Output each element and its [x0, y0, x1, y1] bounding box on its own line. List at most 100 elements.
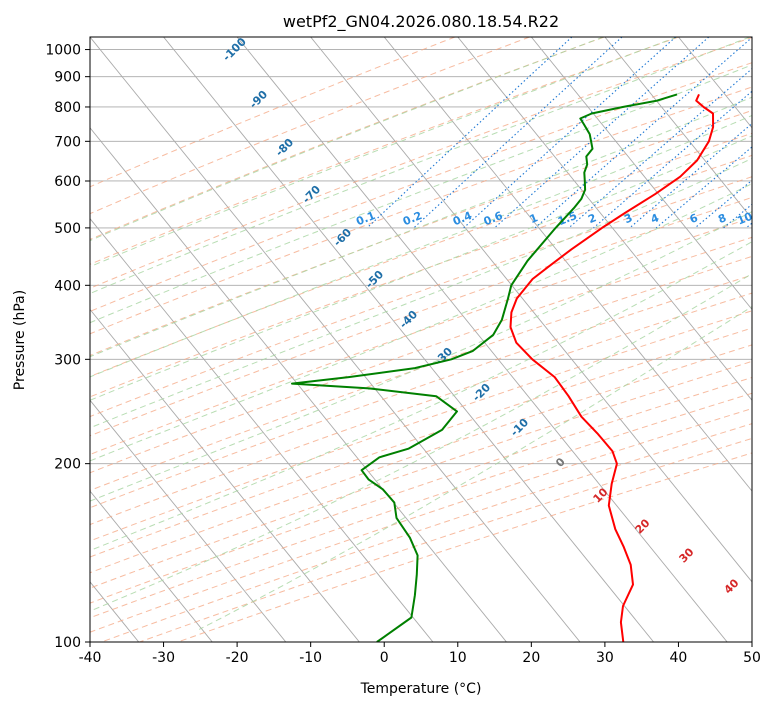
moist-adiabat-line: [90, 135, 752, 401]
y-tick-label: 900: [54, 70, 81, 86]
moist-adiabat-line: [90, 183, 752, 462]
mixing-ratio-line: [629, 122, 752, 229]
dry-adiabat-line: [90, 176, 752, 418]
moist-adiabat-line: [90, 157, 752, 429]
moist-adiabat-label: 30: [677, 545, 697, 565]
x-axis: -40 -30 -20 -10 0 10 20 30 40 50: [79, 642, 761, 666]
dry-adiabat-line: [90, 196, 752, 437]
chart-title: wetPf2_GN04.2026.080.18.54.R22: [283, 12, 559, 32]
isotherm-line: [604, 37, 752, 220]
y-tick-label: 300: [54, 352, 81, 368]
mixing-ratio-label: 3: [622, 211, 634, 226]
isotherm-line: [530, 37, 752, 311]
dry-adiabat-label: -10: [508, 416, 531, 439]
isotherm-line: [90, 490, 213, 642]
dry-adiabat-line: [90, 132, 752, 378]
isotherm-line: [90, 127, 507, 642]
x-axis-label: Temperature (°C): [360, 681, 482, 697]
moist-adiabat-line: [90, 96, 752, 358]
dewpoint-line: [291, 93, 678, 642]
dry-adiabat-line: [90, 37, 679, 265]
isotherm-line: [90, 37, 581, 642]
isotherm-line: [383, 37, 752, 492]
dry-adiabat-lines: [90, 37, 752, 642]
dry-adiabat-label: -60: [331, 226, 354, 249]
temperature-line: [509, 93, 715, 642]
isotherm-line: [90, 399, 287, 642]
moist-adiabat-line: [90, 241, 752, 552]
x-tick-label: -40: [79, 650, 102, 666]
x-tick-label: 40: [670, 650, 688, 666]
isotherm-line: [90, 308, 360, 642]
mixing-ratio-line: [694, 179, 752, 229]
mixing-ratio-label: 13: [763, 210, 775, 228]
dry-adiabat-line: [90, 408, 752, 633]
dry-adiabat-line: [90, 292, 752, 526]
dry-adiabat-line: [90, 37, 456, 188]
moist-adiabat-lines: [90, 37, 752, 630]
dry-adiabat-line: [90, 310, 752, 542]
dry-adiabat-line: [90, 62, 752, 312]
dry-adiabat-line: [101, 423, 752, 642]
dry-adiabat-line: [90, 109, 752, 357]
dry-adiabat-label: -70: [300, 183, 323, 206]
y-tick-label: 500: [54, 221, 81, 237]
isotherm-line: [163, 37, 654, 642]
y-tick-label: 400: [54, 278, 81, 294]
mixing-ratio-label: 6: [688, 211, 700, 226]
dry-adiabat-line: [90, 37, 605, 241]
mixing-ratio-label: 0.2: [401, 209, 424, 228]
isotherm-line: [236, 37, 728, 642]
y-tick-label: 200: [54, 457, 81, 473]
mixing-ratio-line: [366, 37, 573, 229]
dry-adiabat-line: [90, 217, 752, 456]
isotherm-line: [751, 37, 752, 38]
mixing-ratio-line: [593, 90, 752, 229]
y-tick-label: 700: [54, 134, 81, 150]
dry-adiabat-line: [90, 344, 752, 574]
dry-adiabat-line: [90, 376, 752, 604]
dry-adiabat-line: [90, 86, 752, 335]
dry-adiabat-line: [90, 274, 752, 509]
mixing-ratio-label: 0.4: [451, 209, 474, 228]
dry-adiabat-label: -30: [432, 345, 455, 368]
y-axis-label: Pressure (hPa): [12, 290, 28, 390]
moist-adiabat-line: [90, 64, 752, 324]
isotherm-line: [0, 37, 65, 642]
mixing-ratio-line: [723, 203, 752, 229]
moist-adiabat-line: [90, 37, 751, 295]
moist-adiabat-label: 40: [722, 576, 742, 596]
mixing-ratio-label: 2: [586, 211, 598, 226]
profile-series: [291, 93, 715, 642]
moist-adiabat-line: [90, 114, 752, 378]
dry-adiabat-line: [90, 37, 752, 289]
x-tick-label: 50: [743, 650, 761, 666]
x-tick-label: -10: [299, 650, 322, 666]
mixing-ratio-label: 0.1: [354, 209, 377, 228]
mixing-ratio-line: [745, 222, 752, 229]
dry-adiabat-label: -20: [470, 381, 493, 404]
x-tick-label: -20: [226, 650, 249, 666]
x-tick-label: 20: [522, 650, 540, 666]
moist-adiabat-label: 20: [633, 516, 653, 536]
mixing-ratio-label: 1.5: [556, 209, 579, 228]
moist-adiabat-line: [90, 37, 604, 242]
x-tick-label: -30: [152, 650, 175, 666]
mixing-ratio-label: 0.6: [482, 209, 505, 228]
dry-adiabat-line: [90, 255, 752, 491]
y-tick-label: 600: [54, 174, 81, 190]
dry-adiabat-line: [90, 327, 752, 558]
dry-adiabat-line: [90, 154, 752, 398]
y-axis: 100 200 300 400 500 600 700 800 900 1000: [45, 43, 90, 651]
mixing-ratio-label: 8: [716, 211, 728, 226]
mixing-ratio-label: 10: [735, 210, 754, 228]
dry-adiabat-label: -90: [247, 88, 270, 111]
mixing-ratio-label: 4: [649, 211, 661, 226]
plot-frame: [89, 36, 753, 643]
isotherm-lines: [0, 37, 752, 642]
x-tick-label: 30: [596, 650, 614, 666]
dry-adiabat-line: [90, 360, 752, 589]
mixing-ratio-lines: [366, 37, 752, 229]
mixing-ratio-line: [413, 37, 623, 229]
